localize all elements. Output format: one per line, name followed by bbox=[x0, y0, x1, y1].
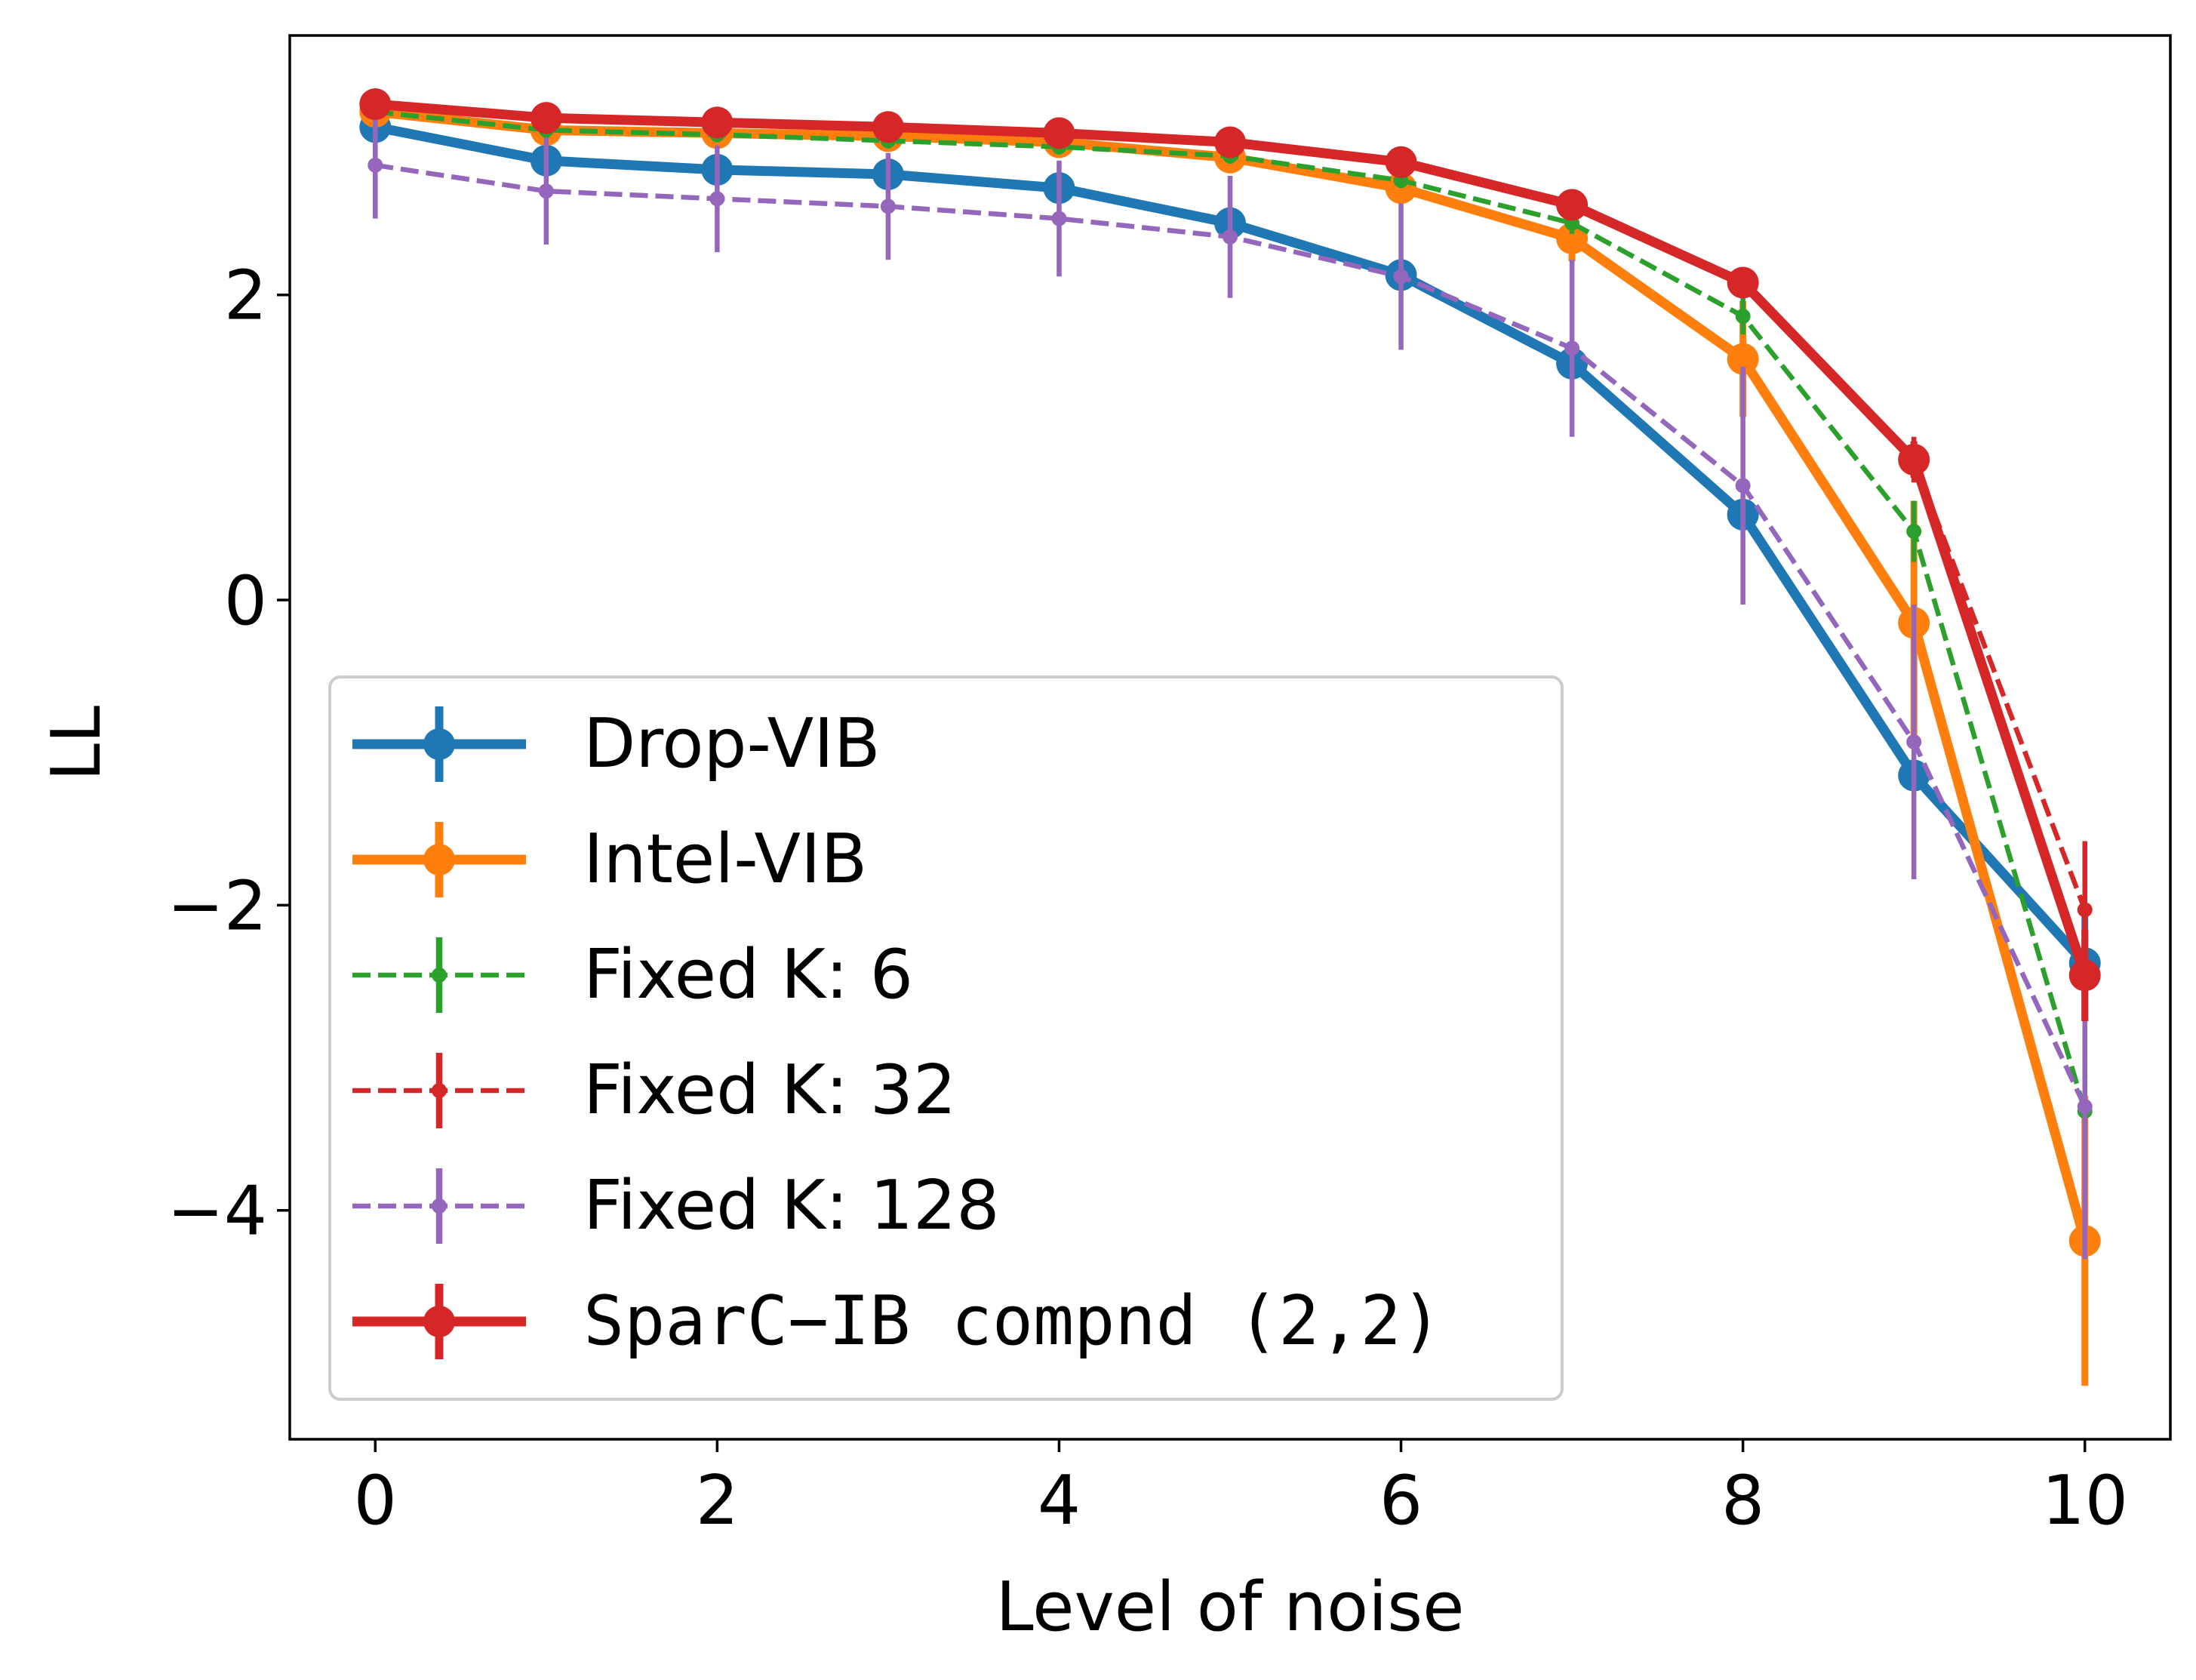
legend-marker bbox=[423, 844, 455, 875]
data-point bbox=[368, 157, 383, 173]
data-point bbox=[1393, 269, 1409, 285]
series-5 bbox=[359, 88, 2101, 1022]
x-tick-label: 0 bbox=[354, 1461, 397, 1540]
x-tick-label: 4 bbox=[1038, 1461, 1081, 1540]
data-point bbox=[530, 102, 562, 134]
y-tick-label: 2 bbox=[224, 257, 267, 336]
data-point bbox=[538, 183, 554, 199]
data-point bbox=[1043, 117, 1075, 149]
legend-label-sparc-ib: SparC−IB compnd (2,2) bbox=[583, 1282, 1442, 1361]
data-point bbox=[1898, 444, 1930, 476]
x-tick-label: 10 bbox=[2041, 1461, 2128, 1540]
legend-handle bbox=[352, 1053, 526, 1128]
data-point bbox=[709, 191, 725, 207]
data-point bbox=[2068, 959, 2101, 992]
legend-label-fixed-k-128: Fixed K: 128 bbox=[583, 1166, 1000, 1245]
data-point bbox=[1906, 734, 1922, 750]
legend-label-fixed-k-32: Fixed K: 32 bbox=[583, 1051, 956, 1130]
series-layer bbox=[359, 88, 2101, 1386]
data-point bbox=[1735, 309, 1751, 324]
data-point bbox=[1223, 229, 1238, 245]
legend: Drop-VIB Intel-VIB Fixed K: 6 Fixed K: 3… bbox=[328, 675, 1564, 1401]
data-point bbox=[1214, 126, 1246, 158]
x-axis-label: Level of noise bbox=[996, 1568, 1465, 1647]
data-point bbox=[1727, 266, 1759, 299]
data-point bbox=[1727, 343, 1759, 375]
legend-handle bbox=[352, 1168, 526, 1244]
plot-frame bbox=[288, 34, 2172, 1441]
legend-marker bbox=[423, 1306, 455, 1337]
y-tick-label: −2 bbox=[167, 866, 267, 946]
data-point bbox=[2077, 902, 2093, 918]
legend-handle bbox=[352, 937, 526, 1013]
y-tick-label: −4 bbox=[167, 1172, 267, 1251]
legend-box bbox=[328, 675, 1564, 1401]
legend-marker bbox=[423, 728, 455, 760]
data-point bbox=[1556, 189, 1589, 221]
x-tick-label: 8 bbox=[1721, 1461, 1764, 1540]
legend-marker bbox=[432, 968, 447, 983]
legend-handle bbox=[352, 1284, 526, 1359]
legend-entries bbox=[352, 706, 526, 1359]
legend-label-drop-vib: Drop-VIB bbox=[583, 704, 881, 783]
x-tick-label: 6 bbox=[1379, 1461, 1422, 1540]
legend-handle bbox=[352, 822, 526, 897]
legend-marker bbox=[432, 1198, 447, 1214]
data-point bbox=[1906, 524, 1922, 540]
y-axis: −4 −2 0 2 bbox=[167, 257, 290, 1251]
x-axis: 0 2 4 6 8 10 bbox=[354, 1439, 2128, 1540]
y-tick-label: 0 bbox=[224, 562, 267, 641]
data-point bbox=[701, 106, 734, 139]
x-tick-label: 2 bbox=[696, 1461, 739, 1540]
data-point bbox=[1735, 478, 1751, 494]
data-point bbox=[1556, 222, 1589, 254]
legend-label-fixed-k-6: Fixed K: 6 bbox=[583, 935, 913, 1014]
data-point bbox=[2077, 1099, 2093, 1115]
data-point bbox=[1564, 340, 1580, 356]
data-point bbox=[359, 88, 392, 120]
data-point bbox=[1051, 211, 1067, 226]
data-point bbox=[1385, 146, 1417, 178]
y-axis-label: LL bbox=[37, 706, 116, 781]
legend-handle bbox=[352, 706, 526, 782]
series-4 bbox=[368, 112, 2093, 1260]
legend-label-intel-vib: Intel-VIB bbox=[583, 820, 867, 899]
data-point bbox=[872, 111, 904, 143]
legend-marker bbox=[432, 1083, 447, 1098]
data-point bbox=[880, 198, 896, 214]
